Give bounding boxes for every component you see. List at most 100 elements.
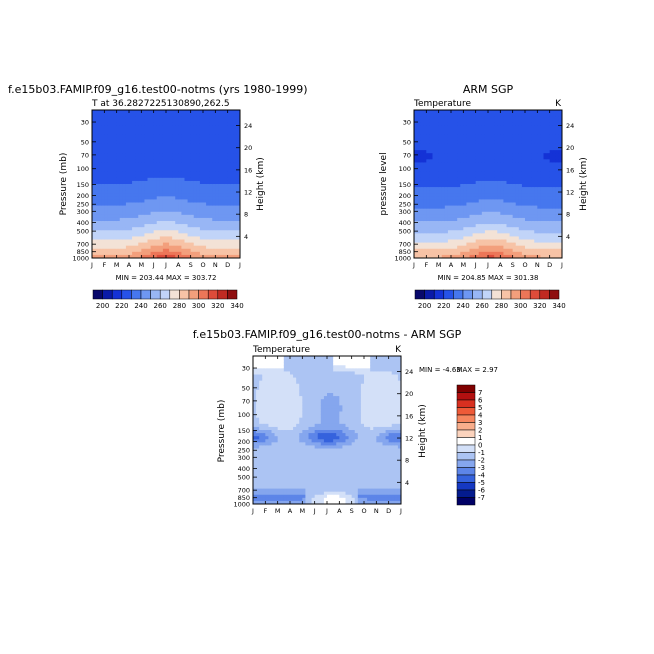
contour-cell (558, 245, 563, 250)
contour-cell (441, 174, 446, 179)
contour-cell (209, 156, 213, 160)
contour-cell (132, 224, 136, 228)
contour-cell (426, 254, 430, 259)
contour-cell (500, 125, 504, 129)
contour-cell (135, 116, 139, 120)
contour-cell (209, 168, 213, 173)
contour-cell (129, 125, 133, 129)
contour-cell (98, 208, 102, 213)
contour-cell (528, 193, 532, 197)
contour-cell (190, 211, 195, 216)
contour-cell (478, 233, 483, 237)
contour-cell (491, 156, 495, 160)
contour-cell (227, 162, 232, 166)
contour-cell (500, 217, 504, 222)
contour-cell (540, 162, 544, 166)
contour-cell (531, 224, 535, 228)
contour-cell (206, 125, 210, 129)
contour-cell (141, 190, 145, 194)
contour-cell (230, 177, 235, 182)
contour-cell (540, 125, 544, 129)
contour-cell (466, 211, 470, 216)
contour-cell (528, 202, 532, 206)
contour-cell (256, 380, 260, 385)
contour-cell (147, 140, 151, 145)
contour-cell (203, 187, 207, 191)
contour-cell (125, 171, 130, 176)
contour-cell (147, 165, 151, 169)
contour-cell (478, 174, 483, 179)
contour-cell (193, 208, 198, 213)
contour-cell (159, 153, 164, 157)
contour-cell (454, 137, 458, 142)
contour-cell (113, 217, 118, 222)
contour-cell (224, 239, 229, 243)
contour-cell (150, 116, 155, 120)
contour-cell (175, 184, 179, 188)
contour-cell (116, 147, 121, 151)
contour-cell (546, 156, 551, 160)
contour-cell (555, 245, 560, 250)
contour-cell (417, 134, 421, 139)
contour-cell (122, 147, 127, 151)
contour-cell (444, 196, 449, 200)
contour-cell (534, 196, 538, 200)
contour-cell (132, 221, 136, 225)
contour-cell (221, 224, 225, 228)
contour-cell (184, 221, 188, 225)
contour-cell (178, 224, 182, 228)
contour-cell (125, 205, 130, 210)
contour-cell (484, 162, 489, 166)
contour-cell (500, 140, 504, 145)
contour-cell (451, 150, 455, 154)
contour-cell (230, 230, 235, 234)
contour-cell (540, 153, 544, 157)
contour-cell (494, 177, 498, 182)
contour-cell (423, 193, 427, 197)
contour-cell (113, 251, 118, 256)
contour-cell (512, 242, 517, 247)
contour-cell (110, 221, 114, 225)
contour-cell (122, 239, 127, 243)
contour-cell (95, 193, 99, 197)
contour-cell (438, 184, 443, 188)
contour-cell (417, 110, 421, 114)
contour-cell (227, 199, 232, 203)
contour-cell (209, 165, 213, 169)
contour-cell (150, 193, 155, 197)
contour-cell (184, 165, 188, 169)
contour-cell (531, 159, 535, 163)
contour-cell (101, 137, 105, 142)
contour-cell (110, 174, 114, 179)
contour-cell (187, 199, 192, 203)
contour-cell (107, 205, 111, 210)
contour-cell (558, 110, 563, 114)
contour-cell (169, 131, 173, 136)
contour-cell (184, 128, 188, 132)
contour-cell (432, 171, 436, 176)
contour-cell (196, 174, 201, 179)
contour-cell (531, 214, 535, 219)
contour-cell (153, 162, 158, 166)
contour-cell (253, 371, 257, 375)
contour-cell (196, 116, 201, 120)
contour-cell (150, 251, 155, 256)
contour-cell (460, 159, 464, 163)
contour-cell (190, 233, 195, 237)
contour-cell (215, 251, 219, 256)
contour-cell (549, 184, 554, 188)
contour-cell (138, 224, 142, 228)
contour-cell (521, 224, 526, 228)
contour-cell (521, 162, 526, 166)
contour-cell (116, 227, 121, 231)
contour-cell (552, 119, 557, 123)
contour-cell (132, 205, 136, 210)
contour-cell (426, 128, 430, 132)
contour-cell (129, 227, 133, 231)
contour-cell (110, 230, 114, 234)
contour-cell (104, 245, 108, 250)
contour-cell (199, 193, 204, 197)
contour-cell (162, 156, 167, 160)
contour-cell (444, 230, 449, 234)
contour-cell (224, 134, 229, 139)
